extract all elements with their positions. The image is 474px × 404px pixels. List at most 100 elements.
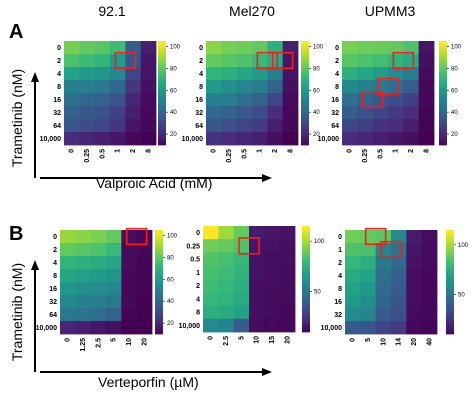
highlight-box [377,77,399,96]
heatmap-cell [267,54,284,68]
heatmap-cell [221,41,238,55]
colorbar-segment [439,111,447,115]
heatmap-cell [264,279,281,293]
x-tick-label: 8 [423,149,430,153]
colorbar-segment [446,266,454,270]
heatmap-cell [221,54,238,68]
colorbar-segment [301,126,309,130]
heatmap-cell [221,119,238,133]
heatmap-cell [140,67,157,81]
heatmap-cell [252,54,268,68]
heatmap-cell [94,106,111,120]
colorbar-segment [158,87,166,91]
heatmap-cell [136,256,153,270]
colorbar-segment [155,240,163,244]
colorbar-tick-label: 50 [314,290,321,296]
heatmap-cell [360,243,377,257]
heatmap-cell [121,256,138,270]
heatmap-cell [403,93,420,107]
heatmap-cell [90,282,107,296]
colorbar-segment [302,316,310,320]
colorbar-segment [446,318,454,322]
colorbar-segment [155,258,163,262]
heatmap-cell [106,243,122,257]
colorbar-segment [439,77,447,81]
colorbar-segment [302,268,310,272]
heatmap-cell [391,243,407,257]
colorbar-segment [155,256,163,259]
heatmap-cell [403,119,420,133]
colorbar-segment [155,297,163,301]
colorbar-tick-label: 40 [170,110,177,116]
colorbar-segment [155,302,163,306]
heatmap-cell [282,119,299,133]
heatmap-cell [372,93,389,107]
heatmap-cell [279,226,296,240]
y-tick-label: 32 [331,110,339,117]
heatmap-cell [79,67,96,81]
heatmap-cell [64,106,80,120]
colorbar-segment [439,43,447,47]
heatmap-cell [421,256,438,270]
colorbar-segment [439,80,447,83]
y-tick-label: 8 [53,273,57,280]
heatmap-cell [357,119,374,133]
heatmap-cell [360,308,377,322]
colorbar-segment [302,302,310,306]
y-tick-label: 2 [338,260,342,267]
heatmap-1: 92.1 0 2 4 8 16 32 64 10,000 0 0.25 0.5 1 2 8 100 80 60 40… [40,3,181,163]
heatmap-cell [252,93,268,107]
heatmap-cell [249,305,265,320]
y-axis-arrowhead-a [31,72,39,82]
x-tick-label: 20 [284,336,291,344]
heatmap-cell [90,230,107,244]
y-tick-label: 16 [53,97,61,104]
colorbar-segment [155,323,163,327]
colorbar-segment [446,323,454,327]
colorbar-segment [301,129,309,133]
heatmap-cell [357,41,374,55]
heatmap-cell [125,106,142,120]
colorbar-segment [155,245,163,249]
colorbar-segment [158,74,166,78]
colorbar-segment [446,292,454,296]
heatmap-cell [233,226,250,240]
colorbar-segment [301,48,309,52]
heatmap-cell [236,80,253,94]
colorbar-segment [155,308,163,311]
heatmap-cell [391,282,407,296]
heatmap-cell [360,295,377,309]
colorbar-segment [301,132,309,135]
highlight-box [361,90,384,109]
heatmap-6: 0 1 2 4 8 16 32 10,000 0 5 10 14 20 40 100 50 [321,227,469,346]
heatmap-cell [360,230,377,244]
colorbar-segment [301,124,309,128]
heatmap-cell [121,321,138,335]
heatmap-cell [388,132,404,146]
colorbar-tick-label: 100 [313,44,324,50]
x-tick-label: 1 [257,149,264,153]
heatmap-cell [79,132,96,146]
colorbar-segment [301,59,309,63]
colorbar-segment [158,64,166,68]
heatmap-cell [233,279,250,293]
heatmap-cell [372,41,389,55]
colorbar-segment [439,54,447,57]
heatmap-cell [421,321,438,335]
colorbar-segment [301,113,309,117]
colorbar-segment [446,271,454,275]
heatmap-cell [406,321,423,335]
heatmap-cell [279,305,296,320]
heatmap-cell [388,80,404,94]
colorbar-tick-label: 40 [313,110,320,116]
colorbar-segment [446,321,454,324]
colorbar-segment [155,315,163,319]
colorbar-segment [446,253,454,257]
colorbar-segment [301,116,309,120]
heatmap-cell [221,67,238,81]
heatmap-cell [121,282,138,296]
colorbar-segment [301,85,309,89]
colorbar-segment [446,300,454,304]
y-tick-label: 64 [331,123,339,130]
